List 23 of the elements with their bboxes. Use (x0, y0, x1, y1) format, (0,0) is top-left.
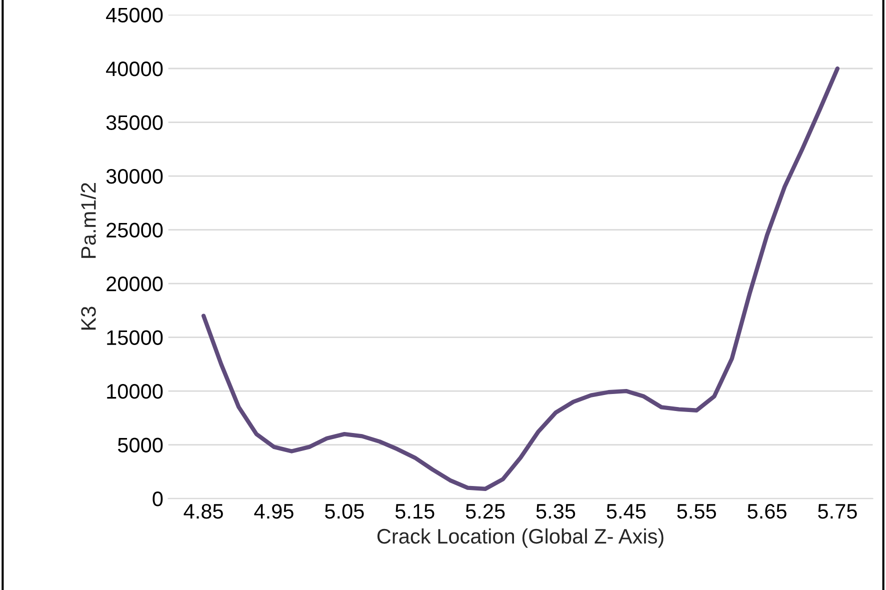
y-tick-label: 5000 (118, 438, 163, 453)
x-tick-label: 5.45 (606, 504, 646, 519)
x-tick-label: 5.55 (677, 504, 716, 519)
x-tick-label: 4.95 (254, 504, 294, 519)
line-series (201, 66, 840, 491)
y-tick-label: 35000 (106, 115, 163, 130)
x-tick-label: 5.35 (536, 504, 576, 519)
x-tick-label: 5.75 (818, 504, 857, 519)
y-tick-label: 30000 (106, 169, 163, 184)
x-tick-label: 4.85 (184, 504, 223, 519)
y-tick-label: 15000 (107, 330, 163, 346)
x-tick-label: 5.05 (324, 504, 364, 519)
y-axis-title: K3 Pa.m1/2 (80, 183, 96, 330)
x-axis-title: Crack Location (Global Z- Axis) (377, 528, 664, 548)
y-tick-label: 0 (152, 492, 163, 506)
y-tick-label: 20000 (106, 276, 163, 292)
x-tick-label: 5.65 (748, 504, 786, 519)
x-tick-label: 5.15 (395, 504, 434, 519)
y-tick-label: 25000 (106, 222, 163, 238)
x-tick-label: 5.25 (466, 504, 505, 519)
y-tick-label: 40000 (106, 62, 163, 76)
y-tick-label: 10000 (107, 384, 163, 399)
y-tick-label: 45000 (106, 8, 163, 23)
